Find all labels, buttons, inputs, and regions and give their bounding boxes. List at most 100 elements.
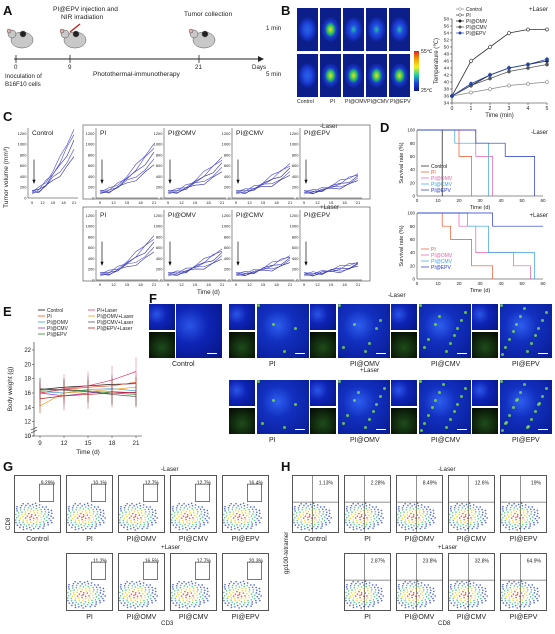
flow-event: [140, 509, 143, 512]
flow-event: [429, 592, 432, 594]
c-ytick-label: 1000: [222, 142, 232, 147]
flow-event: [154, 509, 157, 512]
flow-event: [425, 601, 428, 603]
flow-event: [537, 512, 539, 515]
flow-h-neg-4-pct: 19%: [531, 481, 542, 487]
flow-event: [526, 591, 528, 593]
fitc-spot: [353, 323, 356, 326]
flow-event: [459, 525, 462, 527]
flow-event: [362, 597, 365, 600]
flow-event: [190, 592, 193, 594]
flow-event: [294, 505, 296, 508]
flow-event: [191, 599, 194, 601]
flow-event: [148, 588, 151, 591]
flow-event: [250, 593, 253, 595]
flow-event: [237, 594, 239, 597]
flow-event: [76, 595, 79, 597]
flow-event: [530, 588, 533, 591]
flow-g-neg-1-pct: 10.1%: [93, 481, 108, 487]
flow-event: [377, 523, 379, 526]
flow-event: [148, 510, 151, 513]
flow-event: [230, 528, 233, 531]
flow-event: [20, 513, 23, 516]
flow-event: [526, 594, 528, 597]
flow-event: [88, 509, 91, 512]
flow-event: [423, 584, 426, 586]
flow-event: [426, 588, 429, 591]
flow-event: [38, 506, 41, 509]
flow-event: [92, 594, 94, 597]
flow-event: [43, 517, 46, 520]
flow-event: [362, 584, 365, 586]
c-ytick-label: 400: [88, 256, 95, 261]
flow-event: [402, 524, 404, 526]
flow-event: [96, 591, 98, 593]
flow-event: [352, 519, 355, 521]
flow-event: [423, 506, 426, 508]
flow-event: [136, 597, 139, 600]
flow-event: [228, 591, 231, 594]
flow-event: [372, 527, 374, 529]
flow-event: [82, 591, 85, 594]
flow-event: [485, 590, 487, 593]
flow-event: [503, 515, 506, 517]
flow-event: [84, 595, 87, 598]
c-tumor-curve: [99, 235, 155, 275]
flow-event: [302, 511, 305, 514]
flow-event: [74, 502, 76, 505]
flow-event: [176, 524, 178, 526]
flow-event: [74, 521, 76, 523]
flow-event: [251, 601, 254, 603]
flow-event: [430, 517, 433, 520]
flow-event: [134, 586, 137, 588]
c-ytick-label: 200: [88, 267, 95, 272]
flow-event: [308, 521, 310, 523]
flow-event: [227, 509, 230, 511]
flow-event: [255, 601, 257, 604]
f-neg-1-dapi: [310, 304, 336, 330]
flow-event: [237, 518, 239, 521]
c-tumor-curve: [99, 158, 155, 193]
flow-event: [201, 506, 204, 508]
flow-event: [453, 526, 455, 529]
flow-event: [52, 517, 54, 519]
flow-h-neg-4: 19%: [500, 475, 547, 533]
b-ytick-label: 52: [444, 38, 450, 44]
flow-event: [477, 595, 480, 598]
flow-event: [304, 527, 306, 530]
flow-event: [364, 502, 367, 505]
flow-event: [154, 593, 156, 596]
c-xtick-label: 12: [40, 200, 45, 205]
flow-event: [304, 515, 307, 517]
flow-event: [359, 583, 361, 585]
flow-event: [180, 591, 183, 594]
flow-event: [134, 515, 137, 518]
flow-event: [251, 525, 253, 527]
flow-event: [404, 604, 407, 606]
flow-event: [456, 597, 459, 599]
panel-a-schematic: [6, 23, 264, 63]
flow-event: [370, 516, 372, 519]
flow-event: [100, 511, 102, 514]
flow-event: [424, 605, 426, 607]
flow-event: [517, 525, 519, 527]
flow-event: [457, 601, 459, 604]
flow-event: [433, 590, 435, 593]
flow-event: [144, 510, 147, 513]
flow-event: [193, 605, 196, 608]
flow-event: [533, 508, 535, 511]
flow-event: [123, 587, 126, 589]
flow-event: [300, 502, 302, 505]
flow-event: [377, 521, 379, 524]
c-tumor-curve: [167, 167, 223, 193]
flow-event: [95, 603, 97, 605]
flow-event: [128, 513, 131, 516]
flow-event: [484, 593, 486, 596]
flow-event: [352, 599, 354, 601]
flow-event: [529, 525, 531, 527]
flow-event: [514, 604, 517, 607]
c-ytick-label: 800: [88, 152, 95, 157]
flow-event: [454, 504, 457, 507]
flow-event: [477, 525, 479, 527]
d-ylabel: Survival rate (%): [399, 225, 405, 266]
